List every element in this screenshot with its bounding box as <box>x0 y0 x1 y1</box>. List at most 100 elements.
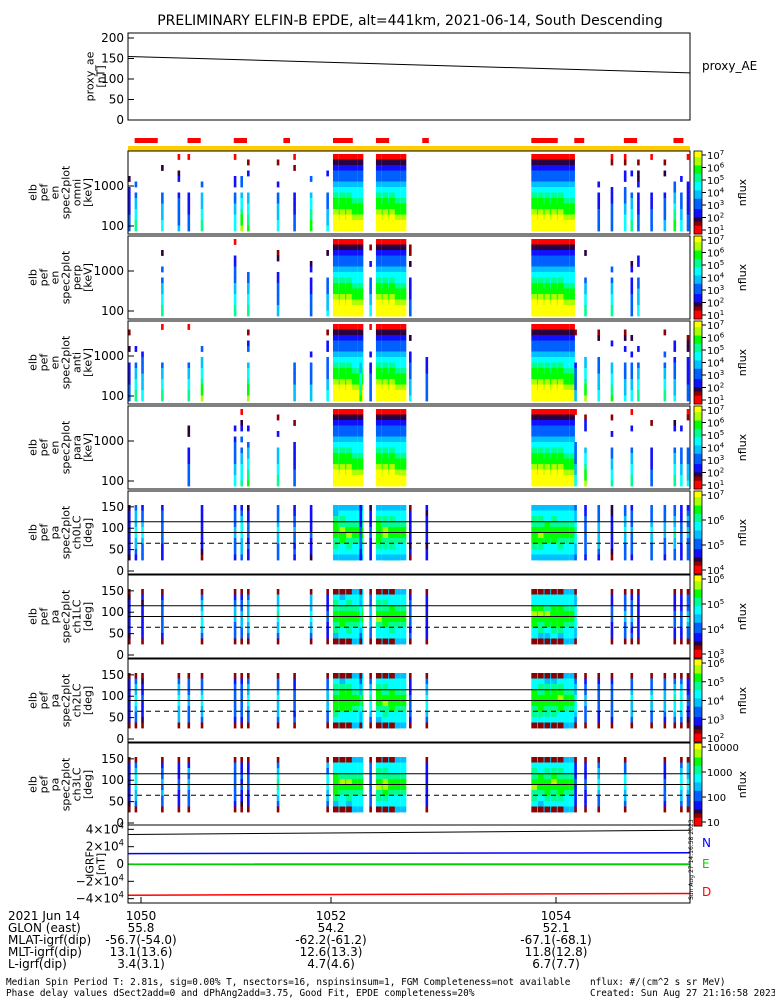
spectrogram-cell <box>680 475 683 481</box>
spectrogram-cell <box>680 453 683 459</box>
colorbar-segment <box>694 563 702 567</box>
spectrogram-cell <box>425 505 429 511</box>
spectrogram-cell <box>630 684 634 690</box>
spectrogram-cell <box>359 706 363 712</box>
spectrogram-cell <box>240 638 243 645</box>
spectrogram-cell <box>240 192 243 199</box>
colorbar-segment <box>694 439 702 442</box>
spectrogram-cell <box>200 379 204 385</box>
spectrogram-cell <box>326 711 329 718</box>
spectrogram-cell <box>128 768 131 774</box>
spectrogram-cell <box>276 790 280 796</box>
spectrogram-cell <box>134 214 138 221</box>
spectrogram-cell <box>394 220 401 226</box>
spectrogram-cell <box>389 244 395 251</box>
spectrogram-cell <box>650 198 653 204</box>
spectrogram-cell <box>394 346 401 352</box>
spectrogram-cell <box>551 266 557 273</box>
spectrogram-cell <box>569 409 575 415</box>
spectrogram-cell <box>531 299 538 306</box>
spectrogram-cell <box>680 225 683 232</box>
spectrogram-cell <box>276 768 280 774</box>
colorbar-segment <box>694 557 702 560</box>
colorbar-segment <box>694 283 702 287</box>
spectrogram-cell <box>563 711 570 718</box>
spectrogram-cell <box>544 521 551 528</box>
spectrogram-cell <box>389 192 395 199</box>
spectrogram-cell <box>240 695 243 701</box>
spectrogram-cell <box>537 192 544 199</box>
spectrogram-cell <box>332 357 339 363</box>
spectrogram-cell <box>134 198 138 204</box>
spectrogram-cell <box>673 717 677 723</box>
spectrogram-cell <box>400 549 407 555</box>
spectrogram-cell <box>537 390 544 396</box>
colorbar-label-text: nflux <box>736 178 749 206</box>
spectrogram-cell <box>177 762 181 769</box>
colorbar-segment <box>694 279 702 283</box>
colorbar-segment <box>694 520 702 523</box>
spectrogram-cell <box>375 384 382 391</box>
spectrogram-cell <box>357 806 364 813</box>
spectrogram-cell <box>200 209 204 215</box>
spectrogram-cell <box>563 283 570 289</box>
spectrogram-cell <box>276 689 280 696</box>
spectrogram-cell <box>161 192 164 199</box>
spectrogram-cell <box>531 627 538 634</box>
spectrogram-cell <box>375 627 382 634</box>
spectrogram-cell <box>351 288 358 295</box>
spectrogram-cell <box>326 299 329 306</box>
spectrogram-cell <box>141 706 144 712</box>
spectrogram-cell <box>134 706 138 712</box>
spectrogram-cell <box>339 784 346 791</box>
spectrogram-cell <box>409 395 412 402</box>
spectrogram-cell <box>357 261 364 267</box>
spectrogram-cell <box>650 510 653 517</box>
spectrogram-cell <box>382 711 389 718</box>
spectrogram-cell <box>134 538 138 544</box>
colorbar-segment <box>694 513 702 517</box>
spectrogram-cell <box>544 700 551 707</box>
spectrogram-cell <box>326 390 329 396</box>
spectrogram-cell <box>551 244 557 251</box>
colorbar-segment <box>694 238 702 241</box>
spectrogram-cell <box>161 527 164 533</box>
spectrogram-cell <box>531 510 538 517</box>
spectrogram-cell <box>650 225 653 232</box>
spectrogram-cell <box>375 154 382 160</box>
spectrogram-cell <box>686 480 690 487</box>
panel-tick-label: 1000 <box>93 349 124 363</box>
spectrogram-cell <box>382 368 389 374</box>
spectrogram-cell <box>537 288 544 295</box>
spectrogram-cell <box>382 373 389 380</box>
spectrogram-cell <box>551 543 557 550</box>
spectrogram-cell <box>569 678 575 685</box>
spectrogram-cell <box>557 225 564 232</box>
spectrogram-cell <box>574 684 577 690</box>
colorbar-segment <box>694 549 702 552</box>
spectrogram-cell <box>569 198 575 204</box>
colorbar-segment <box>694 486 702 490</box>
spectrogram-cell <box>584 294 587 300</box>
spectrogram-cell <box>382 469 389 476</box>
colorbar-segment <box>694 610 702 613</box>
colorbar-segment <box>694 256 702 260</box>
spectrogram-cell <box>326 605 329 612</box>
spectrogram-cell <box>584 447 587 454</box>
spectrogram-cell <box>309 198 313 204</box>
spectrogram-cell <box>240 181 243 188</box>
spectrogram-cell <box>276 159 280 166</box>
axis-label-line: en <box>49 441 62 455</box>
colorbar-segment <box>694 200 702 204</box>
spectrogram-cell <box>339 453 346 459</box>
spectrogram-cell <box>187 700 191 707</box>
spectrogram-cell <box>394 711 401 718</box>
spectrogram-cell <box>357 442 364 448</box>
spectrogram-cell <box>680 480 683 487</box>
spectrogram-cell <box>551 622 557 628</box>
spectrogram-cell <box>531 340 538 347</box>
spectrogram-cell <box>400 368 407 374</box>
colorbar-segment <box>694 503 702 507</box>
spectrogram-cell <box>177 220 181 226</box>
spectrogram-cell <box>389 409 395 415</box>
